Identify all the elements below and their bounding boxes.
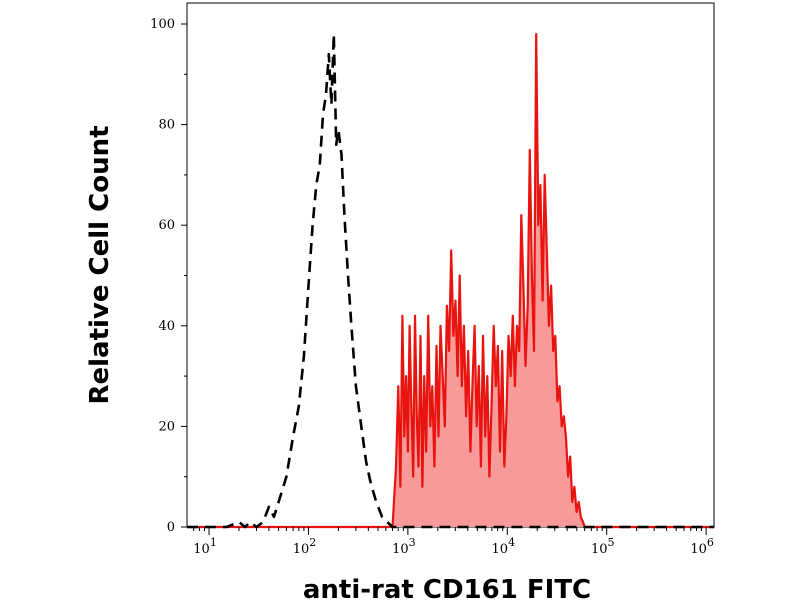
series-layer	[187, 32, 714, 529]
stained-series-line	[187, 32, 714, 529]
x-tick-label: 102	[293, 536, 317, 557]
x-tick-label: 105	[591, 536, 615, 557]
x-tick-label: 103	[392, 536, 416, 557]
y-tick-label: 80	[158, 118, 175, 133]
y-tick-label: 60	[158, 218, 175, 233]
stained-series-area	[187, 34, 714, 527]
y-tick-label: 100	[150, 17, 175, 32]
control-series-line	[187, 32, 714, 529]
y-tick-label: 0	[167, 520, 175, 535]
x-tick-label: 101	[193, 536, 217, 557]
y-tick-label: 40	[158, 319, 175, 334]
y-tick-label: 20	[158, 419, 175, 434]
ticks-layer: 0 20 40 60 80 100 101 102 103 104 105 106	[150, 17, 714, 557]
y-axis-title: Relative Cell Count	[85, 125, 115, 404]
x-tick-label: 104	[492, 536, 516, 557]
x-tick-label: 106	[690, 536, 714, 557]
x-axis-title: anti-rat CD161 FITC	[303, 575, 591, 600]
